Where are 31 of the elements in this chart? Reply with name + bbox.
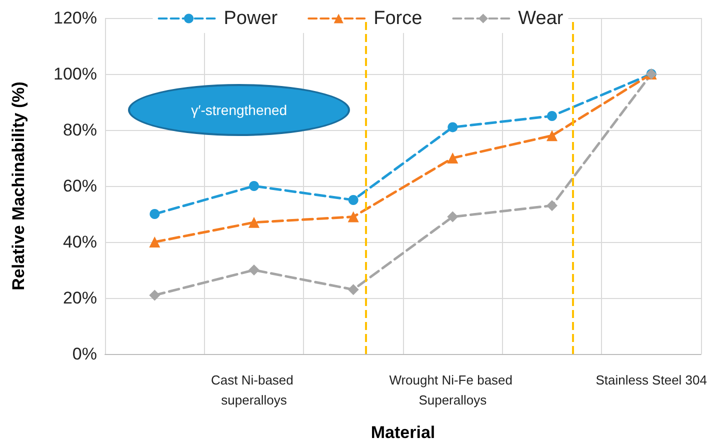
point [248, 216, 260, 228]
point [546, 130, 558, 142]
point [348, 195, 358, 205]
y-tick-label: 20% [62, 288, 97, 308]
point [348, 211, 359, 222]
legend-label: Force [374, 8, 422, 29]
y-tick-label: 80% [62, 120, 97, 140]
y-tick-label: 40% [62, 232, 97, 252]
annotation: γ′-strengthened [191, 102, 288, 118]
point [150, 209, 160, 219]
point [248, 264, 260, 276]
legend-label: Power [224, 8, 278, 29]
x-axis-title: Material [370, 423, 436, 442]
y-tick-label: 100% [54, 64, 97, 84]
point [149, 290, 160, 301]
y-tick-label: 0% [72, 344, 97, 364]
point [447, 152, 458, 164]
x-tick-label: Wrought Ni-Fe based Superalloys [389, 372, 516, 408]
point [547, 111, 557, 121]
point [249, 181, 259, 191]
point [546, 200, 558, 212]
x-tick-label: Cast Ni-based superalloys [211, 372, 297, 408]
legend-label: Wear [518, 8, 564, 29]
point [348, 284, 359, 296]
y-tick-label: 120% [54, 8, 97, 28]
point [447, 211, 458, 222]
point [149, 236, 160, 248]
x-tick-label: Stainless Steel 304 [596, 372, 707, 388]
y-axis-title: Relative Machinability (%) [9, 82, 28, 290]
y-tick-label: 60% [62, 176, 97, 196]
point [448, 122, 458, 132]
